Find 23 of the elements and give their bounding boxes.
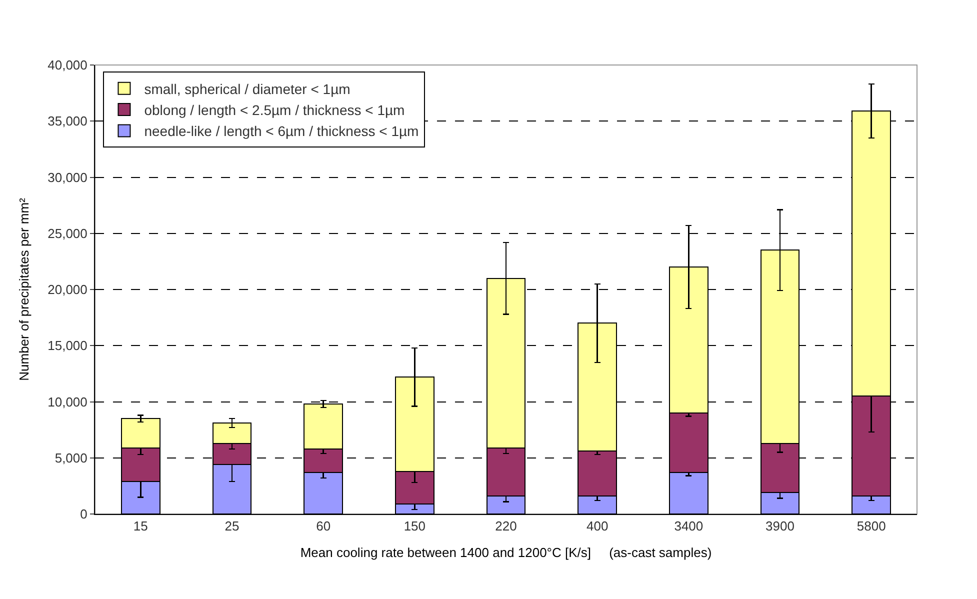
y-tick-label: 10,000 <box>48 394 88 410</box>
legend-label: oblong / length < 2.5µm / thickness < 1µm <box>144 102 405 118</box>
y-tick-label: 30,000 <box>48 170 88 185</box>
x-axis-title: Mean cooling rate between 1400 and 1200°C [K/s] (as-cast samples) <box>300 545 712 560</box>
x-tick-label: 25 <box>224 518 240 534</box>
legend-label: needle-like / length < 6µm / thickness < 1µm <box>144 123 419 140</box>
x-tick-label: 220 <box>495 518 517 534</box>
y-tick-label: 20,000 <box>48 282 88 298</box>
x-tick-label: 400 <box>586 518 608 534</box>
x-tick-label: 150 <box>404 518 426 534</box>
x-tick-label: 15 <box>133 518 148 534</box>
y-tick-label: 15,000 <box>48 338 88 354</box>
legend-label: small, spherical / diameter < 1µm <box>144 80 350 97</box>
y-tick-label: 0 <box>80 506 88 522</box>
y-tick-label: 35,000 <box>48 114 88 129</box>
x-tick-label: 3400 <box>674 518 704 534</box>
y-axis-title: Number of precipitates per mm² <box>16 197 32 381</box>
x-tick-label: 5800 <box>856 518 886 534</box>
x-tick-label: 60 <box>316 518 331 534</box>
y-tick-label: 25,000 <box>48 226 88 241</box>
x-tick-label: 3900 <box>766 518 794 534</box>
y-tick-label: 5,000 <box>54 450 88 466</box>
y-tick-label: 40,000 <box>48 58 88 73</box>
